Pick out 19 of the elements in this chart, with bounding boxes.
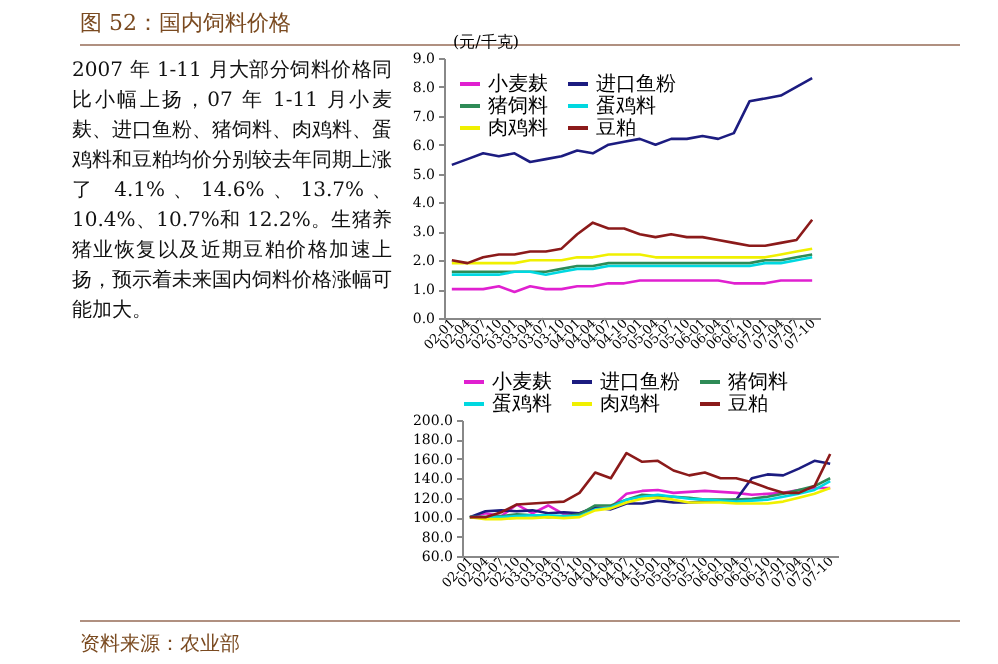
legend-label: 小麦麸 [492, 370, 552, 394]
legend-label: 豆粕 [728, 394, 768, 416]
y-axis-title: (元/千克) [453, 33, 519, 51]
legend-label: 蛋鸡料 [596, 94, 656, 118]
line-series [450, 218, 814, 265]
text: 2007 年 1-11 月大部分饲料价格同比小幅上扬，07 年 1-11 月小麦麸、进口鱼粉、猪饲料、肉鸡料、蛋鸡料和豆粕均价分别较去年同期上涨了 4.1%、14.6%、13.7%、10.4%、10.7%和 12.2%。生猪养猪业恢复以及近期豆粕价格加速上扬，预示着未来国内饲料价格涨幅可能加大。 [72, 60, 392, 322]
legend-label: 蛋鸡料 [492, 392, 552, 416]
legend-label: 猪饲料 [488, 94, 548, 118]
line-series [450, 76, 814, 167]
legend-label: 猪饲料 [728, 370, 788, 394]
legend-label: 豆粕 [596, 118, 636, 140]
legend-label: 肉鸡料 [488, 116, 548, 140]
legend-label: 进口鱼粉 [596, 72, 676, 96]
legend-label: 进口鱼粉 [600, 370, 680, 394]
legend-label: 小麦麸 [488, 72, 548, 96]
line-series [450, 247, 814, 265]
legend-label: 肉鸡料 [600, 392, 660, 416]
text: 资料来源：农业部 [80, 620, 960, 658]
text: 图 52：国内饲料价格 [80, 10, 291, 36]
